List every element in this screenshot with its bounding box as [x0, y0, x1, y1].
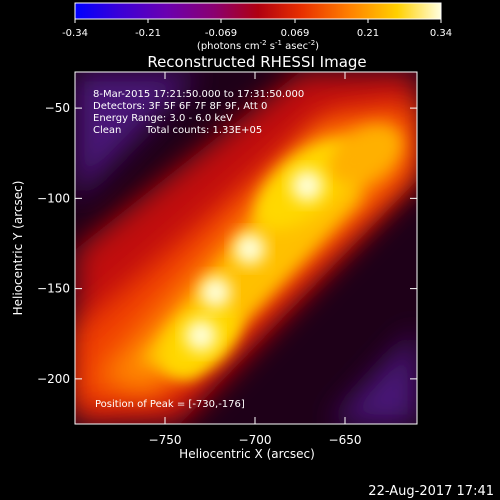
- annotation-counts: Total counts: 1.33E+05: [145, 125, 262, 136]
- annotation-peak: Position of Peak = [-730,-176]: [95, 399, 245, 410]
- peak-spot: [185, 319, 217, 352]
- y-axis: −50 −100 −150 −200: [37, 101, 417, 386]
- plot-frame: [74, 71, 418, 425]
- x-tick-label: −750: [149, 433, 182, 447]
- footer-date: 22-Aug-2017 17:41: [368, 484, 494, 499]
- y-tick-label: −150: [37, 282, 70, 296]
- colorbar-tick-label: -0.21: [135, 28, 161, 39]
- x-tick-label: −650: [329, 433, 362, 447]
- colorbar-tick-label: -0.069: [205, 28, 237, 39]
- y-tick-label: −200: [37, 372, 70, 386]
- y-tick-label: −50: [45, 101, 70, 115]
- annotation-time: 8-Mar-2015 17:21:50.000 to 17:31:50.000: [93, 89, 304, 100]
- annotation-method: Clean: [93, 125, 121, 136]
- colorbar-tick-label: 0.21: [357, 28, 379, 39]
- x-axis-label: Heliocentric X (arcsec): [179, 447, 315, 461]
- colorbar-tick-label: -0.34: [62, 28, 88, 39]
- y-tick-label: −100: [37, 191, 70, 205]
- peak-spot: [233, 232, 266, 265]
- peak-spot: [291, 169, 324, 202]
- colorbar-ticks: [74, 19, 442, 23]
- y-axis-label: Heliocentric Y (arcsec): [11, 181, 25, 316]
- colorbar-tick-label: 0.34: [430, 28, 452, 39]
- chart-title: Reconstructed RHESSI Image: [147, 53, 366, 71]
- peak-markers: [185, 169, 324, 352]
- colorbar-unit-label: (photons cm-2 s-1 asec-2): [197, 39, 319, 52]
- annotation-energy: Energy Range: 3.0 - 6.0 keV: [93, 113, 233, 124]
- annotation-detectors: Detectors: 3F 5F 6F 7F 8F 9F, Att 0: [93, 101, 267, 112]
- x-tick-label: −700: [239, 433, 272, 447]
- colorbar-tick-label: 0.069: [281, 28, 310, 39]
- colorbar: [74, 2, 442, 20]
- peak-spot: [199, 276, 232, 309]
- x-axis: −750 −700 −650: [149, 72, 362, 447]
- annotations: 8-Mar-2015 17:21:50.000 to 17:31:50.000 …: [93, 89, 304, 410]
